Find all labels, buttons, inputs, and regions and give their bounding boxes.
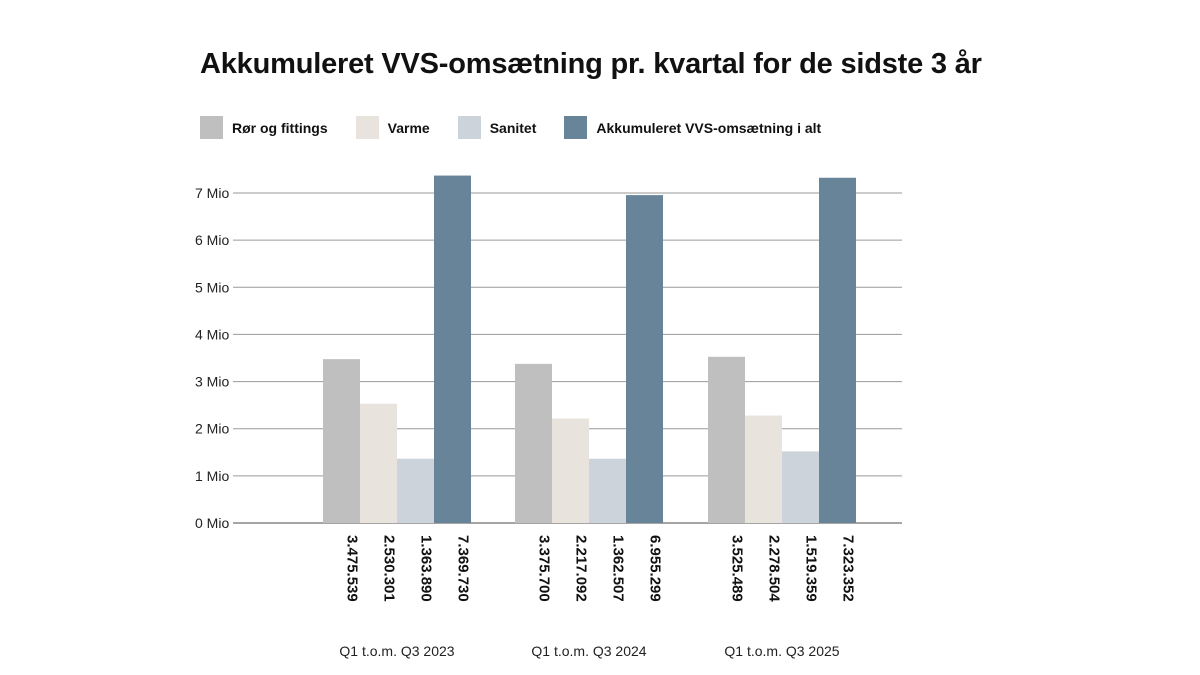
y-tick-label: 4 Mio xyxy=(195,326,229,342)
legend-swatch-total xyxy=(564,116,588,139)
data-label: 2.278.504 xyxy=(766,535,783,602)
y-tick-label: 3 Mio xyxy=(195,374,229,390)
data-label: 2.530.301 xyxy=(381,535,398,602)
bar xyxy=(708,356,745,523)
legend-swatch-sanitet xyxy=(457,116,481,139)
legend-label-varme: Varme xyxy=(387,119,430,136)
bar xyxy=(589,458,626,523)
data-label: 1.362.507 xyxy=(610,535,627,602)
bar xyxy=(782,451,819,523)
legend: Rør og fittings Varme Sanitet Akkumulere… xyxy=(200,116,849,139)
bar xyxy=(515,363,552,523)
x-tick-label: Q1 t.o.m. Q3 2024 xyxy=(531,643,646,659)
y-tick-label: 5 Mio xyxy=(195,279,229,295)
y-tick-label: 2 Mio xyxy=(195,421,229,437)
bar xyxy=(819,177,856,523)
bar xyxy=(397,458,434,523)
legend-label-total: Akkumuleret VVS-omsætning i alt xyxy=(596,119,822,136)
y-tick-label: 0 Mio xyxy=(195,515,229,531)
data-label: 7.323.352 xyxy=(840,535,857,602)
bar xyxy=(434,175,471,523)
y-tick-label: 6 Mio xyxy=(195,232,229,248)
data-label: 1.519.359 xyxy=(803,535,820,602)
data-label: 3.525.489 xyxy=(729,535,746,602)
bar xyxy=(745,415,782,523)
legend-label-ror: Rør og fittings xyxy=(232,119,328,136)
bar xyxy=(360,403,397,523)
x-tick-label: Q1 t.o.m. Q3 2025 xyxy=(724,643,839,659)
bar xyxy=(552,418,589,523)
chart-title: Akkumuleret VVS-omsætning pr. kvartal fo… xyxy=(200,48,982,80)
bar xyxy=(323,359,360,523)
data-label: 2.217.092 xyxy=(573,535,590,602)
y-tick-label: 7 Mio xyxy=(195,185,229,201)
y-tick-label: 1 Mio xyxy=(195,468,229,484)
x-tick-label: Q1 t.o.m. Q3 2023 xyxy=(339,643,454,659)
legend-swatch-varme xyxy=(355,116,379,139)
legend-item-ror: Rør og fittings xyxy=(200,116,328,139)
legend-item-total: Akkumuleret VVS-omsætning i alt xyxy=(564,116,821,139)
data-label: 7.369.730 xyxy=(455,535,472,602)
data-label: 1.363.890 xyxy=(418,535,435,602)
legend-swatch-ror xyxy=(200,116,223,139)
legend-label-sanitet: Sanitet xyxy=(489,119,537,136)
legend-item-varme: Varme xyxy=(355,116,430,139)
data-label: 3.375.700 xyxy=(536,535,553,602)
legend-item-sanitet: Sanitet xyxy=(457,116,537,139)
data-label: 3.475.539 xyxy=(344,535,361,602)
data-label: 6.955.299 xyxy=(647,535,664,602)
bar xyxy=(626,195,663,523)
